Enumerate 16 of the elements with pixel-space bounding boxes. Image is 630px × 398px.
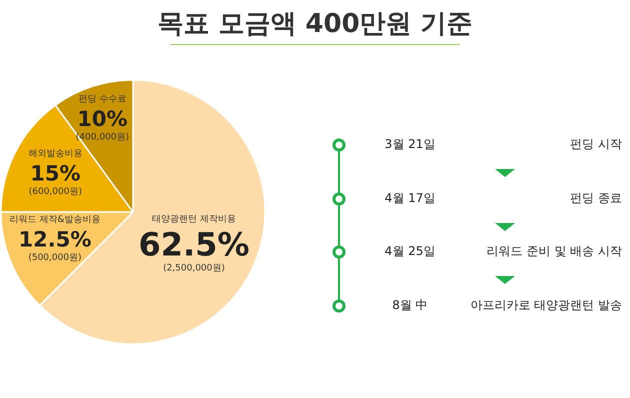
text: 8월 中 — [391, 296, 429, 314]
text: 아프리카로 태양광랜턴 발송 — [470, 296, 622, 314]
data-label: 62.5% (2,500,000원) — [138, 225, 250, 274]
text: 펀딩 종료 — [570, 190, 622, 206]
slice-label: 해외발송비용 — [28, 148, 82, 159]
chart-title: 목표 모금액 400만원 기준 — [157, 9, 473, 39]
slice-label: 펀딩 수수료 — [78, 94, 126, 104]
text: 3월 21일 — [384, 136, 436, 153]
text: 4월 25일 — [384, 243, 436, 260]
text: 리워드 준비 및 배송 시작 — [486, 243, 622, 260]
data-label: 12.5% (500,000원) — [18, 227, 92, 263]
slice-label: 태양광랜턴 제작비용 — [152, 214, 236, 224]
data-label: 15% (600,000원) — [28, 161, 82, 197]
text: 펀딩 시작 — [570, 136, 622, 153]
text: 4월 17일 — [384, 190, 436, 206]
slice-label: 리워드 제작&발송비용 — [10, 214, 100, 225]
